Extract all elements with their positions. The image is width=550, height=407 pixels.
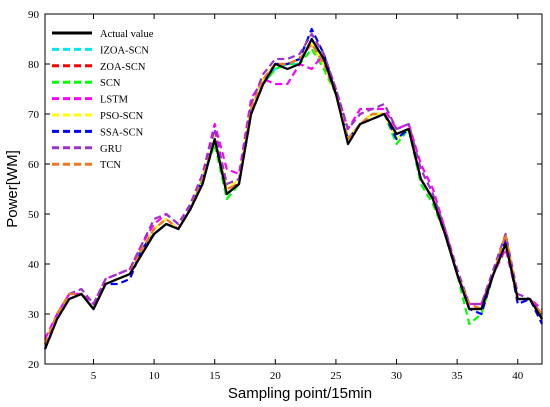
legend-label: IZOA-SCN [100,45,149,56]
y-tick-label: 30 [28,309,40,321]
x-axis-title: Sampling point/15min [228,385,372,402]
legend: Actual value IZOA-SCN ZOA-SCN SCN LSTM PSO-SC… [52,29,154,171]
y-tick-label: 80 [28,59,40,71]
legend-label: GRU [100,144,123,155]
legend-label: SCN [100,78,121,89]
x-tick-label: 30 [391,370,403,382]
y-tick-label: 90 [28,9,40,21]
x-axis-ticks: 5 10 15 20 25 30 35 40 [91,14,524,382]
x-tick-label: 25 [330,370,342,382]
y-tick-label: 60 [28,159,40,171]
y-tick-label: 40 [28,259,40,271]
series-line-izoa-scn [43,37,543,350]
x-tick-label: 20 [270,370,282,382]
series-line-gru [43,32,543,345]
y-tick-label: 50 [28,209,40,221]
series-line-lstm [44,52,543,340]
legend-label: PSO-SCN [100,111,144,122]
legend-label: SSA-SCN [100,127,144,138]
series-layer [43,27,543,350]
legend-label: TCN [100,160,121,171]
y-tick-label: 20 [28,359,40,371]
series-line-actual-value [43,37,543,350]
x-tick-label: 10 [149,370,161,382]
legend-label: Actual value [100,29,154,40]
y-tick-label: 70 [28,109,40,121]
x-tick-label: 40 [512,370,524,382]
x-tick-label: 5 [91,370,97,382]
legend-label: LSTM [100,95,129,106]
legend-label: ZOA-SCN [100,62,146,73]
plot-frame [44,13,543,365]
x-tick-label: 35 [452,370,464,382]
x-tick-label: 15 [209,370,221,382]
y-axis-title: Power[WM] [4,150,21,228]
y-axis-ticks: 20 30 40 50 60 70 80 90 [28,9,542,371]
